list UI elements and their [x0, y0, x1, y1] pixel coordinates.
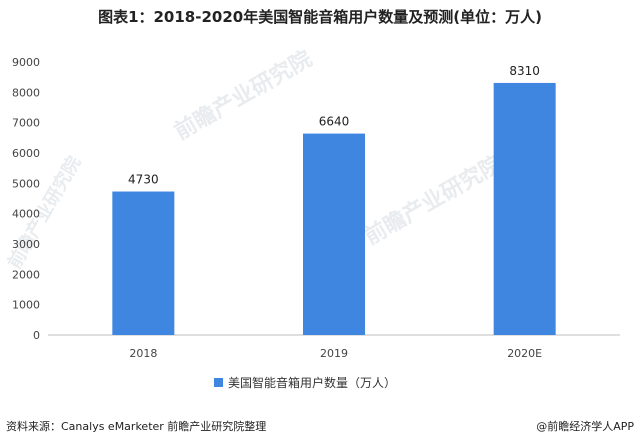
y-tick-label: 8000: [12, 86, 40, 99]
legend-swatch: [214, 378, 223, 387]
watermark: 前瞻产业研究院: [170, 46, 316, 146]
legend: 美国智能音箱用户数量（万人）: [214, 375, 396, 390]
credit-note: @前瞻经济学人APP: [536, 420, 634, 433]
bar-value-label: 4730: [128, 173, 159, 187]
y-tick-label: 3000: [12, 238, 40, 251]
source-note: 资料来源：Canalys eMarketer 前瞻产业研究院整理: [6, 420, 267, 433]
y-axis: 0 1000 2000 3000 4000 5000 6000 7000 8000 9000: [12, 56, 40, 342]
watermark: 前瞻产业研究院: [360, 151, 506, 251]
legend-label: 美国智能音箱用户数量（万人）: [228, 375, 396, 390]
bars: 4730 6640 8310: [112, 64, 556, 336]
x-tick-label: 2019: [320, 347, 348, 360]
bar-value-label: 8310: [509, 64, 540, 78]
x-axis: 2018 2019 2020E: [129, 347, 542, 360]
x-tick-label: 2020E: [507, 347, 542, 360]
y-tick-label: 4000: [12, 208, 40, 221]
y-tick-label: 9000: [12, 56, 40, 69]
bar-value-label: 6640: [319, 115, 350, 129]
y-tick-label: 2000: [12, 268, 40, 281]
y-tick-label: 0: [33, 329, 40, 342]
bar: [303, 133, 365, 335]
chart-title: 图表1：2018-2020年美国智能音箱用户数量及预测(单位：万人): [98, 8, 542, 26]
bar: [493, 82, 556, 336]
y-tick-label: 7000: [12, 117, 40, 130]
x-tick-label: 2018: [129, 347, 157, 360]
y-tick-label: 6000: [12, 147, 40, 160]
y-tick-label: 1000: [12, 299, 40, 312]
bar: [112, 191, 175, 335]
y-tick-label: 5000: [12, 177, 40, 190]
